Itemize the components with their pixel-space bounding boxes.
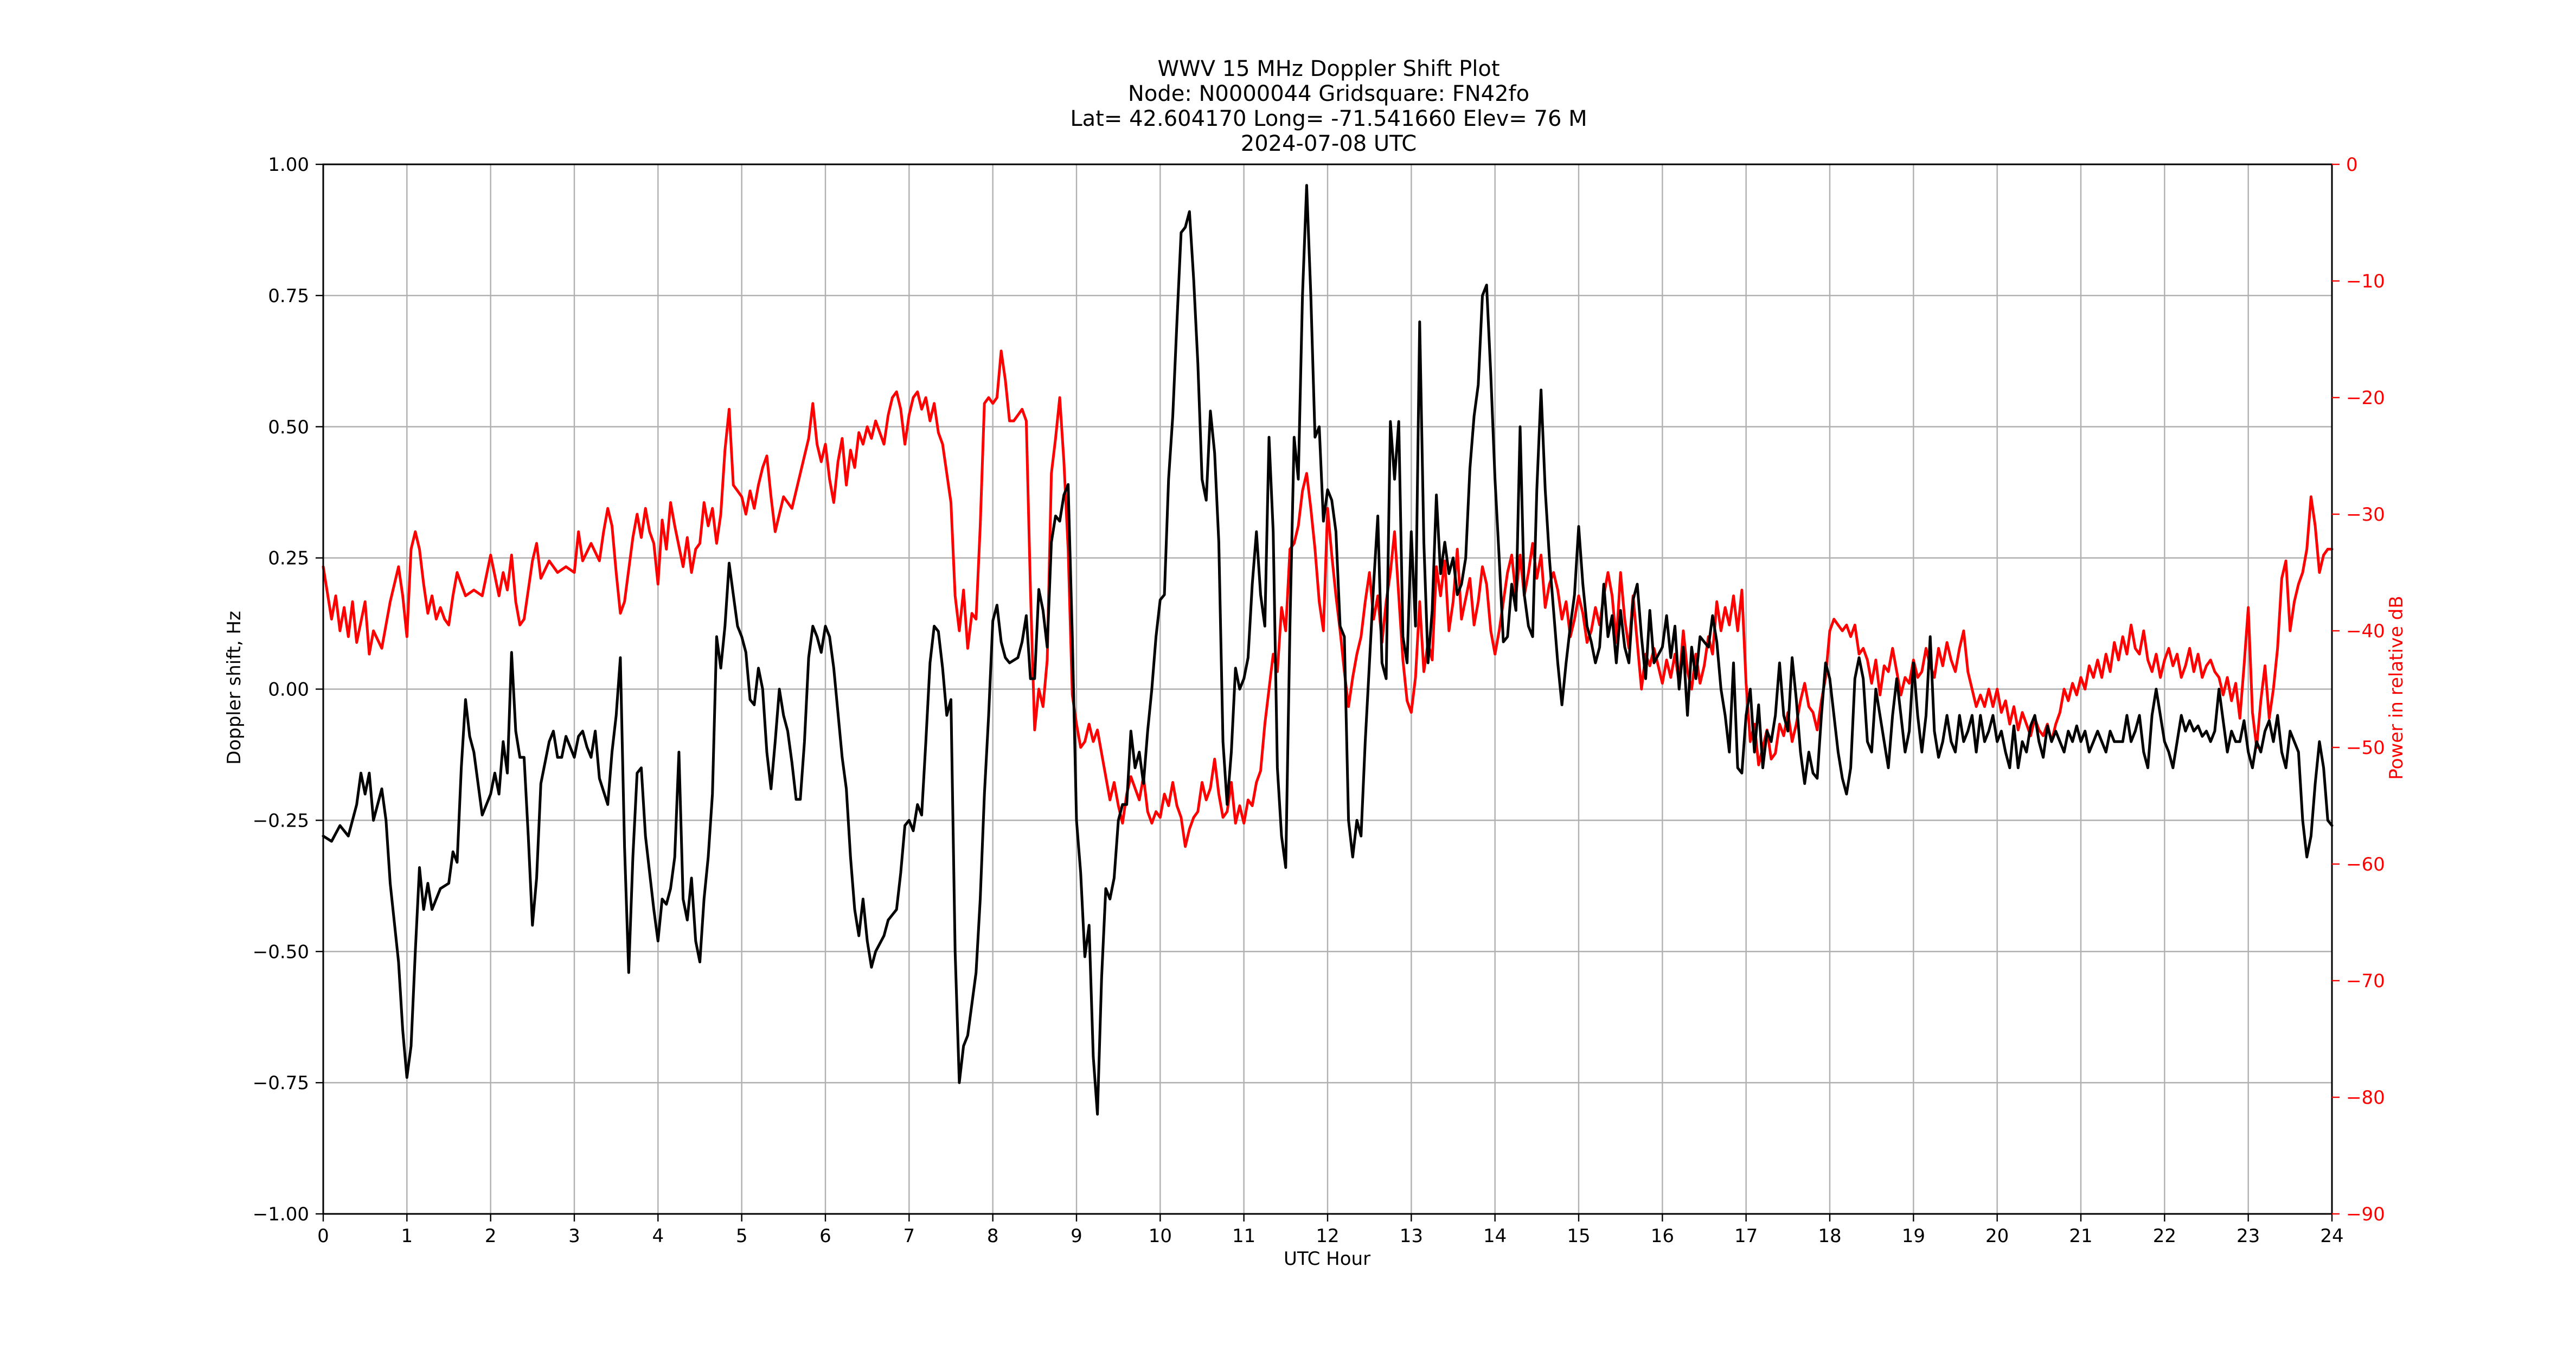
x-tick-label: 7 (903, 1225, 915, 1247)
power-series (322, 349, 2334, 848)
y-right-tick-label: −10 (2346, 271, 2385, 292)
x-tick-label: 23 (2237, 1225, 2260, 1247)
x-tick-label: 4 (652, 1225, 664, 1247)
x-tick-label: 9 (1071, 1225, 1082, 1247)
x-tick-label: 11 (1232, 1225, 1255, 1247)
y-right-tick-label: −70 (2346, 970, 2385, 992)
y-right-tick-label: −60 (2346, 854, 2385, 875)
x-tick-label: 15 (1567, 1225, 1590, 1247)
axis-ticks: 0 1 2 3 4 5 6 7 8 9 10 11 12 13 14 15 16 17 18 19 20 21 22 23 24… (253, 154, 2385, 1247)
doppler-line (322, 184, 2334, 1116)
grid-lines (322, 163, 2333, 1215)
x-tick-label: 3 (568, 1225, 580, 1247)
x-tick-label: 1 (401, 1225, 413, 1247)
x-tick-label: 2 (485, 1225, 497, 1247)
y-right-tick-label: −30 (2346, 504, 2385, 526)
y-left-tick-label: 1.00 (268, 154, 309, 176)
x-tick-label: 22 (2153, 1225, 2176, 1247)
x-tick-label: 5 (736, 1225, 748, 1247)
y-axis-left-label: Doppler shift, Hz (223, 611, 245, 765)
y-right-tick-label: 0 (2346, 154, 2358, 176)
y-left-tick-label: 0.25 (268, 548, 309, 570)
x-tick-label: 18 (1818, 1225, 1841, 1247)
y-right-tick-label: −20 (2346, 387, 2385, 409)
x-tick-label: 8 (987, 1225, 999, 1247)
y-axis-right-label: Power in relative dB (2386, 596, 2407, 779)
title-line-4: 2024-07-08 UTC (1241, 131, 1417, 156)
y-right-tick-label: −90 (2346, 1204, 2385, 1225)
x-tick-label: 16 (1651, 1225, 1674, 1247)
y-left-tick-label: −0.50 (253, 941, 309, 963)
x-tick-label: 10 (1149, 1225, 1172, 1247)
title-line-3: Lat= 42.604170 Long= -71.541660 Elev= 76… (1070, 106, 1587, 131)
y-right-tick-label: −40 (2346, 621, 2385, 642)
doppler-series (322, 184, 2334, 1116)
x-tick-label: 19 (1902, 1225, 1925, 1247)
y-left-tick-label: 0.00 (268, 679, 309, 701)
x-tick-label: 12 (1316, 1225, 1339, 1247)
title-line-1: WWV 15 MHz Doppler Shift Plot (1157, 56, 1500, 81)
x-tick-label: 6 (819, 1225, 831, 1247)
x-tick-label: 21 (2069, 1225, 2092, 1247)
y-right-tick-label: −50 (2346, 737, 2385, 759)
y-right-tick-label: −80 (2346, 1087, 2385, 1109)
y-left-tick-label: −0.25 (253, 810, 309, 831)
y-left-tick-label: 0.50 (268, 417, 309, 438)
x-tick-label: 17 (1734, 1225, 1758, 1247)
y-left-tick-label: −1.00 (253, 1204, 309, 1225)
chart-title: WWV 15 MHz Doppler Shift Plot Node: N000… (1070, 56, 1587, 156)
power-line (322, 349, 2334, 848)
x-tick-label: 20 (1985, 1225, 2009, 1247)
x-tick-label: 0 (317, 1225, 329, 1247)
y-left-tick-label: 0.75 (268, 285, 309, 307)
x-tick-label: 24 (2320, 1225, 2343, 1247)
x-axis-label: UTC Hour (1284, 1248, 1370, 1270)
y-left-tick-label: −0.75 (253, 1072, 309, 1094)
x-tick-label: 13 (1400, 1225, 1423, 1247)
title-line-2: Node: N0000044 Gridsquare: FN42fo (1128, 81, 1529, 106)
x-tick-label: 14 (1483, 1225, 1507, 1247)
